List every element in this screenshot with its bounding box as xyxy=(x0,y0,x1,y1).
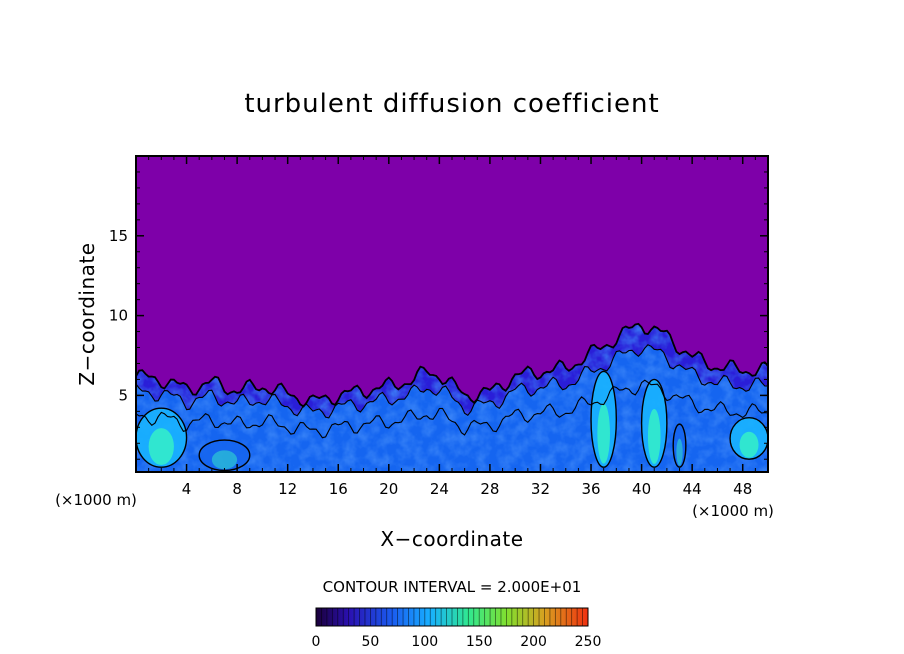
zone-contour-2 xyxy=(590,370,618,468)
y-tick-label: 15 xyxy=(109,227,128,245)
peak-zone-0 xyxy=(148,428,174,465)
y-tick-label: 10 xyxy=(109,307,128,325)
peak-zone-1 xyxy=(211,450,238,470)
peak-zone-4 xyxy=(676,438,683,466)
colorbar-tick-label: 100 xyxy=(411,634,438,650)
x-unit-label-right: (×1000 m) xyxy=(692,502,774,520)
zone-contour-0 xyxy=(136,407,188,468)
peak-zone-2 xyxy=(597,403,610,464)
colorbar: 0 50 100 150 200 250 xyxy=(312,607,602,650)
colorbar-stripes xyxy=(321,608,583,626)
colorbar-tick-label: 50 xyxy=(361,634,379,650)
chart-title: turbulent diffusion coefficient xyxy=(244,89,659,119)
colorbar-tick-label: 0 xyxy=(312,634,321,650)
colorbar-tick-label: 250 xyxy=(575,634,602,650)
x-tick-label: 16 xyxy=(329,480,348,498)
x-tick-label: 44 xyxy=(683,480,702,498)
x-axis-label: X−coordinate xyxy=(380,527,523,551)
x-tick-label: 32 xyxy=(531,480,550,498)
colorbar-tick-label: 200 xyxy=(520,634,547,650)
x-tick-label: 28 xyxy=(480,480,499,498)
plot-area xyxy=(136,156,768,472)
x-tick-label: 8 xyxy=(232,480,242,498)
x-tick-label: 48 xyxy=(733,480,752,498)
contour-line-1 xyxy=(136,344,768,419)
x-tick-label: 40 xyxy=(632,480,651,498)
contour-line-2 xyxy=(136,379,768,439)
x-tick-label: 36 xyxy=(581,480,600,498)
x-tick-label: 20 xyxy=(379,480,398,498)
y-axis-ticks: 5 10 15 xyxy=(109,171,768,460)
contour-line-0 xyxy=(136,322,768,408)
x-tick-label: 12 xyxy=(278,480,297,498)
x-tick-label: 24 xyxy=(430,480,449,498)
colorbar-ticks: 0 50 100 150 200 250 xyxy=(312,634,602,650)
x-axis-ticks: 4 8 12 16 20 24 28 32 36 40 44 48 xyxy=(148,156,756,498)
x-unit-label-left: (×1000 m) xyxy=(55,491,137,509)
contour-interval-label: CONTOUR INTERVAL = 2.000E+01 xyxy=(323,578,582,596)
zone-contour-3 xyxy=(640,378,668,468)
y-tick-label: 5 xyxy=(118,386,128,404)
peak-zone-5 xyxy=(739,431,759,458)
colorbar-tick-label: 150 xyxy=(466,634,493,650)
peak-zone-3 xyxy=(647,409,661,464)
y-axis-label: Z−coordinate xyxy=(75,242,99,385)
x-tick-label: 4 xyxy=(182,480,192,498)
zone-contour-4 xyxy=(672,423,687,468)
